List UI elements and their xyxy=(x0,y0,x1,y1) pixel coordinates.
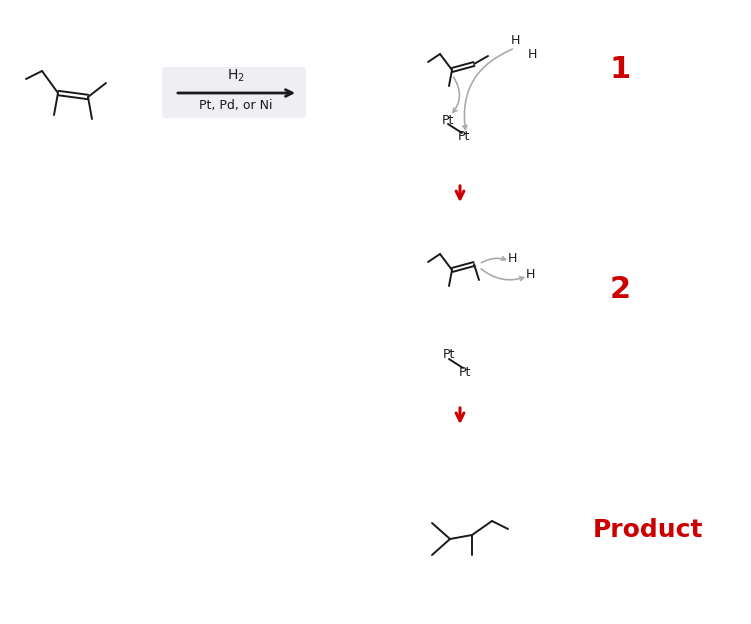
Text: Product: Product xyxy=(593,518,703,542)
FancyArrowPatch shape xyxy=(481,256,505,263)
Text: H: H xyxy=(511,34,520,47)
Text: H$_2$: H$_2$ xyxy=(227,68,245,84)
Text: H: H xyxy=(527,49,537,62)
Text: Pt: Pt xyxy=(459,366,472,379)
FancyArrowPatch shape xyxy=(481,269,523,281)
Text: H: H xyxy=(525,268,535,281)
Text: Pt: Pt xyxy=(442,114,454,127)
Text: H: H xyxy=(508,251,517,265)
FancyArrowPatch shape xyxy=(453,77,460,112)
Text: Pt, Pd, or Ni: Pt, Pd, or Ni xyxy=(199,99,273,112)
Text: 2: 2 xyxy=(610,276,631,305)
Text: Pt: Pt xyxy=(458,130,470,144)
Text: Pt: Pt xyxy=(443,348,455,361)
FancyBboxPatch shape xyxy=(162,67,306,118)
Text: 1: 1 xyxy=(609,56,631,84)
FancyArrowPatch shape xyxy=(463,49,512,129)
